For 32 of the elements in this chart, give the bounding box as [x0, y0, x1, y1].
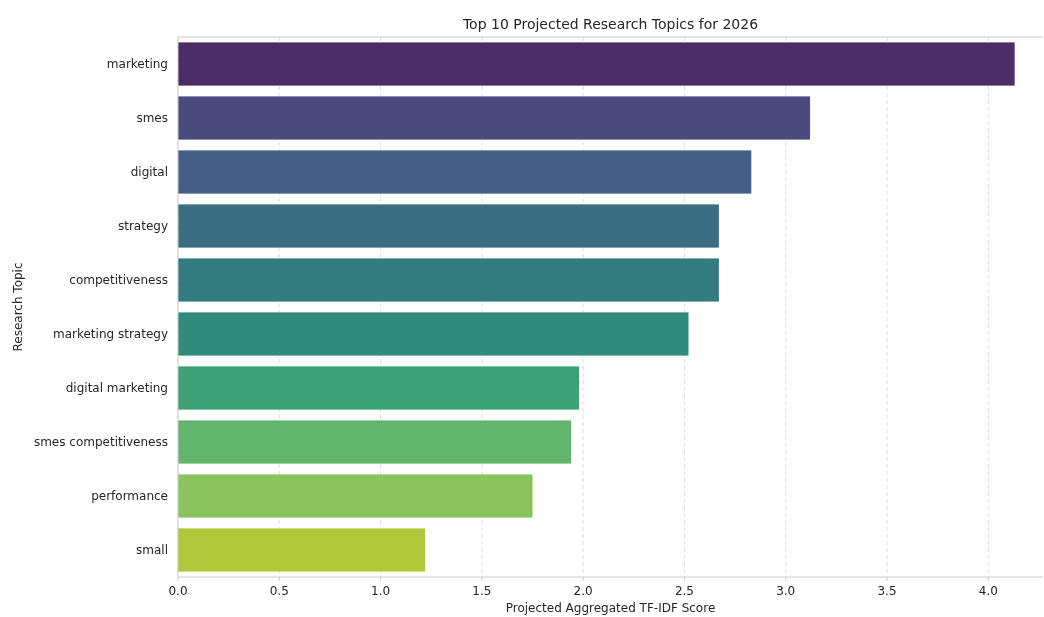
y-axis-title: Research Topic	[11, 262, 25, 352]
x-tick-label: 0.5	[269, 584, 289, 598]
x-tick-label: 3.5	[877, 584, 897, 598]
bar	[178, 150, 752, 194]
x-tick-label: 4.0	[978, 584, 998, 598]
bar	[178, 96, 811, 140]
bar	[178, 366, 580, 410]
y-tick-label: smes competitiveness	[33, 435, 168, 450]
chart-title: Top 10 Projected Research Topics for 2026	[461, 16, 759, 32]
bar	[178, 528, 426, 572]
y-tick-label: marketing	[106, 57, 168, 72]
bar	[178, 420, 571, 464]
bar	[178, 258, 719, 302]
bar	[178, 42, 1015, 86]
y-tick-label: competitiveness	[69, 273, 168, 288]
x-tick-label: 1.5	[472, 584, 492, 598]
x-tick-label: 0.0	[168, 584, 188, 598]
y-tick-label: strategy	[117, 219, 168, 234]
y-tick-label: smes	[136, 111, 168, 126]
x-tick-label: 3.0	[776, 584, 796, 598]
x-tick-label: 2.0	[573, 584, 593, 598]
y-tick-label: digital marketing	[65, 381, 168, 396]
y-tick-label: small	[136, 543, 168, 558]
x-tick-label: 1.0	[371, 584, 391, 598]
x-tick-label: 2.5	[674, 584, 694, 598]
bar	[178, 474, 533, 518]
bar	[178, 204, 719, 248]
y-tick-label: performance	[91, 489, 168, 504]
x-axis-title: Projected Aggregated TF-IDF Score	[505, 601, 716, 615]
bar	[178, 312, 689, 356]
y-tick-label: marketing strategy	[52, 327, 168, 342]
y-tick-label: digital	[130, 165, 168, 180]
